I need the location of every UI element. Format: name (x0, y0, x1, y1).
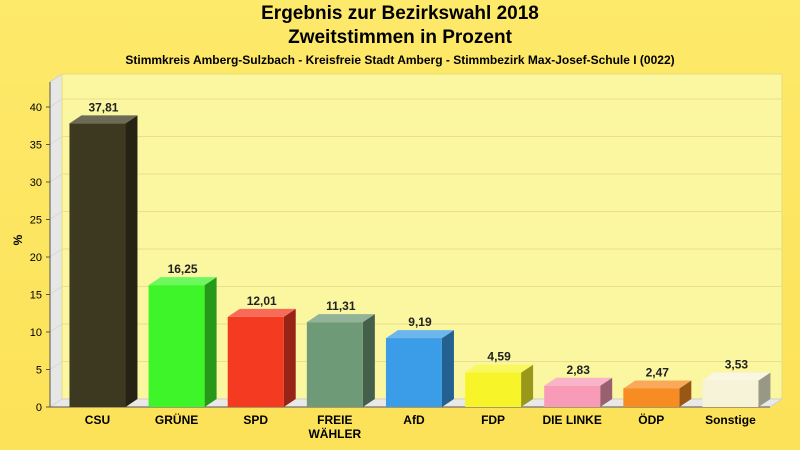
y-tick-label: 0 (36, 402, 42, 414)
bar-top (465, 364, 534, 373)
bar-side (758, 372, 771, 407)
chart-title: Ergebnis zur Bezirkswahl 2018 (261, 3, 539, 24)
bar (544, 385, 601, 407)
gridline-side (49, 398, 63, 408)
bar-top (69, 115, 138, 124)
bar-top (544, 377, 613, 386)
bar (623, 388, 680, 407)
bar (306, 322, 363, 407)
gridline-side (49, 323, 63, 333)
bar-top (385, 330, 454, 339)
bar (69, 123, 126, 408)
gridline-side (49, 361, 63, 370)
bar (385, 338, 442, 407)
bar-value-label: 12,01 (247, 294, 277, 308)
x-tick-label: FDP (481, 413, 505, 427)
bar-side (283, 308, 296, 407)
chart-subtitle: Stimmkreis Amberg-Sulzbach - Kreisfreie … (125, 53, 675, 67)
chart-subtitle-main: Zweitstimmen in Prozent (288, 27, 512, 48)
bar-side (521, 364, 534, 407)
x-tick-label: GRÜNE (155, 412, 198, 427)
y-axis-label: % (11, 234, 25, 245)
x-tick-label: AfD (403, 413, 425, 427)
bar-side (125, 115, 138, 408)
bar-side (204, 277, 217, 407)
bar-top (148, 277, 217, 286)
bar-value-label: 37,81 (88, 100, 118, 114)
y-tick-label: 20 (30, 252, 42, 264)
y-tick-label: 15 (30, 290, 42, 302)
bar-side (679, 380, 692, 407)
x-tick-label: FREIE (317, 413, 352, 427)
gridline-side (49, 173, 63, 183)
bar (465, 372, 522, 407)
bar-top (702, 372, 771, 381)
bar-top (306, 314, 375, 323)
bar-value-label: 3,53 (725, 358, 749, 372)
y-tick-label: 30 (30, 177, 42, 189)
x-tick-label: ÖDP (638, 412, 664, 427)
bar (148, 285, 205, 407)
bar-side (362, 314, 375, 407)
bar-value-label: 16,25 (168, 262, 198, 276)
x-tick-label: SPD (243, 413, 268, 427)
bar-value-label: 9,19 (408, 315, 432, 329)
bar-value-label: 11,31 (326, 299, 356, 313)
bar-value-label: 2,83 (567, 363, 591, 377)
gridline-side (49, 248, 63, 258)
bar-top (227, 308, 296, 317)
y-tick-label: 40 (30, 102, 42, 114)
gridline-side (49, 136, 63, 145)
x-tick-label: Sonstige (705, 413, 756, 427)
gridline-side (49, 286, 63, 295)
gridline-side (49, 211, 63, 220)
bar (702, 380, 759, 407)
x-tick-label: WÄHLER (308, 426, 361, 441)
gridline-side (49, 98, 63, 108)
bar-side (600, 377, 613, 407)
bar (227, 316, 284, 407)
bar-value-label: 4,59 (487, 350, 511, 364)
bar-value-label: 2,47 (646, 365, 670, 379)
y-tick-label: 25 (30, 215, 42, 227)
y-tick-label: 10 (30, 327, 42, 339)
x-tick-label: DIE LINKE (543, 413, 602, 427)
x-tick-label: CSU (85, 413, 110, 427)
bar-top (623, 380, 692, 389)
bar-side (441, 330, 454, 407)
left-wall (49, 73, 63, 408)
y-tick-label: 5 (36, 365, 42, 377)
y-tick-label: 35 (30, 140, 42, 152)
